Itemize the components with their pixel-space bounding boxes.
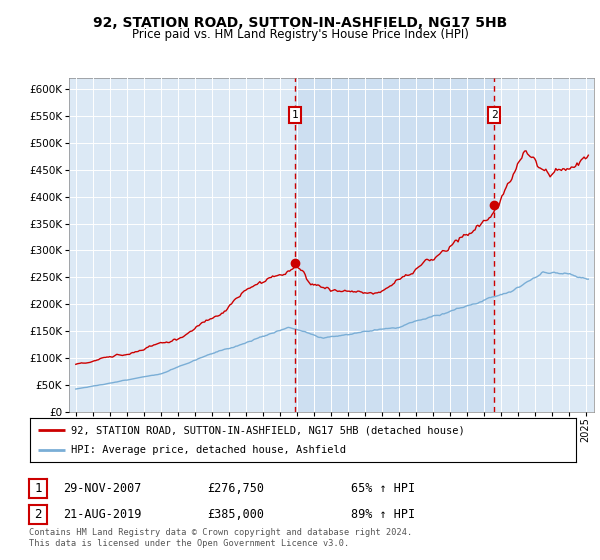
Text: 2: 2 (491, 110, 497, 120)
Text: £276,750: £276,750 (207, 482, 264, 495)
Bar (295, 78, 494, 412)
Text: £385,000: £385,000 (207, 507, 264, 521)
Text: 1: 1 (292, 110, 299, 120)
Text: 21-AUG-2019: 21-AUG-2019 (63, 507, 142, 521)
Text: 29-NOV-2007: 29-NOV-2007 (63, 482, 142, 495)
Text: 65% ↑ HPI: 65% ↑ HPI (351, 482, 415, 495)
Text: 1: 1 (34, 482, 41, 495)
Text: HPI: Average price, detached house, Ashfield: HPI: Average price, detached house, Ashf… (71, 445, 346, 455)
Text: 92, STATION ROAD, SUTTON-IN-ASHFIELD, NG17 5HB: 92, STATION ROAD, SUTTON-IN-ASHFIELD, NG… (93, 16, 507, 30)
Text: Price paid vs. HM Land Registry's House Price Index (HPI): Price paid vs. HM Land Registry's House … (131, 28, 469, 41)
Text: 2: 2 (34, 507, 41, 521)
Text: 92, STATION ROAD, SUTTON-IN-ASHFIELD, NG17 5HB (detached house): 92, STATION ROAD, SUTTON-IN-ASHFIELD, NG… (71, 425, 465, 435)
Text: 89% ↑ HPI: 89% ↑ HPI (351, 507, 415, 521)
Text: Contains HM Land Registry data © Crown copyright and database right 2024.
This d: Contains HM Land Registry data © Crown c… (29, 528, 412, 548)
